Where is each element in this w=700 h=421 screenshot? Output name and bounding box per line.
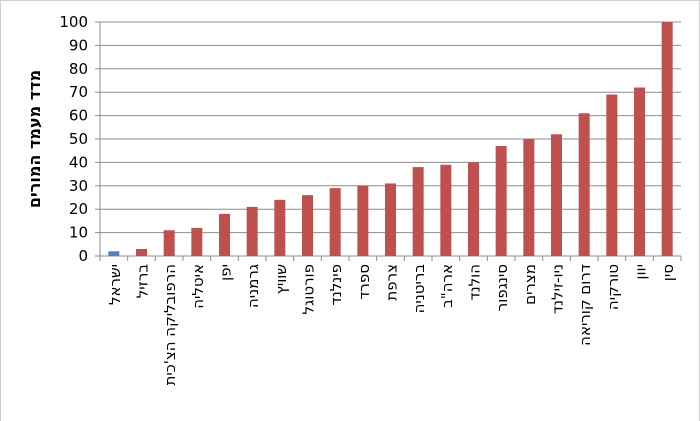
bar: [302, 195, 313, 256]
x-tick-label: יוון: [632, 264, 650, 280]
x-tick-label: טורקיה: [604, 264, 622, 310]
x-tick-label: ספרד: [355, 264, 373, 300]
bar: [136, 248, 147, 256]
x-tick-label: שוויץ: [272, 264, 290, 294]
y-tick-label: 10: [69, 224, 88, 242]
y-tick-label: 100: [59, 13, 88, 31]
x-tick-label: דרום קוריאה: [576, 264, 594, 346]
bar: [357, 185, 369, 256]
x-tick-label: ברזיל: [134, 264, 152, 299]
bar: [108, 251, 120, 256]
y-tick-label: 30: [69, 177, 88, 195]
bar: [440, 164, 452, 256]
bar: [219, 213, 230, 256]
bar: [468, 162, 479, 256]
bar: [551, 134, 562, 256]
bar: [661, 22, 673, 256]
y-axis-label: מדד מעמד המורים: [25, 70, 44, 208]
x-tick-label: ישראל: [106, 264, 124, 305]
bar: [274, 199, 286, 256]
x-tick-label: בריטניה: [410, 264, 428, 314]
y-tick-label: 50: [69, 130, 88, 148]
bar: [495, 146, 507, 256]
x-tick-label: הרפובליקה הצ'כית: [161, 264, 179, 385]
x-tick-label: ארה"ב: [438, 264, 456, 308]
x-tick-label: מצרים: [521, 264, 539, 305]
y-tick-label: 70: [69, 83, 88, 101]
y-tick-label: 40: [69, 153, 88, 171]
y-tick-label: 0: [78, 247, 88, 265]
bar: [523, 139, 535, 256]
bar: [385, 183, 396, 256]
x-tick-label: פינלנד: [327, 264, 345, 305]
x-tick-label: הולנד: [466, 264, 484, 301]
bar: [246, 206, 258, 256]
x-tick-label: צרפת: [383, 264, 401, 301]
x-tick-label: פורטוגל: [300, 264, 318, 314]
y-tick-label: 60: [69, 107, 88, 125]
bar: [329, 188, 341, 256]
bar: [606, 94, 618, 256]
y-tick-label: 80: [69, 60, 88, 78]
x-tick-label: גרמניה: [244, 264, 262, 308]
bar: [163, 230, 175, 256]
y-tick-label: 20: [69, 200, 88, 218]
x-tick-label: ניו-זילנד: [549, 264, 567, 314]
x-tick-label: סינגפור: [493, 264, 511, 311]
x-tick-label: איטליה: [189, 264, 207, 309]
x-tick-label: יפן: [217, 264, 235, 281]
x-tick-label: סין: [659, 264, 677, 281]
y-tick-label: 90: [69, 36, 88, 54]
bar: [412, 167, 424, 256]
bar: [191, 227, 203, 256]
bar: [578, 113, 590, 256]
bar: [634, 87, 645, 257]
